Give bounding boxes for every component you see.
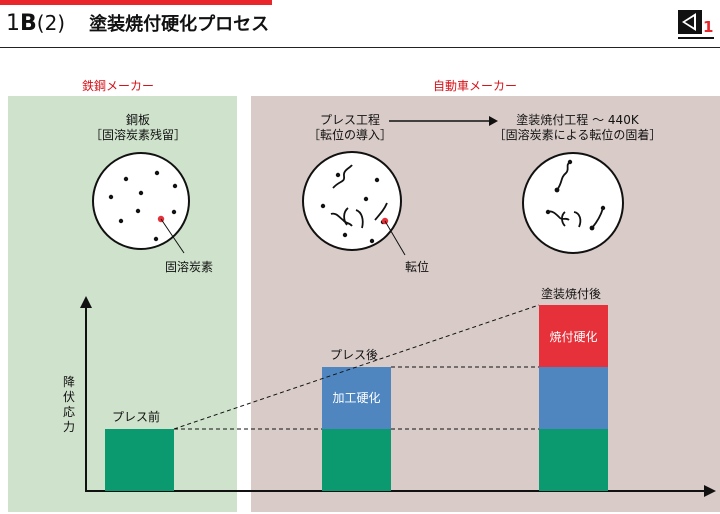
- dashed-trend-line: [173, 304, 540, 430]
- microstructure-sheet: [92, 152, 190, 254]
- stage-caption-press: プレス工程 ［転位の導入］: [285, 113, 415, 143]
- microstructure-press: [302, 151, 406, 256]
- y-axis-label-char: 力: [62, 420, 75, 434]
- bar-label-after-press: プレス後: [330, 348, 379, 362]
- bar-label-before-press: プレス前: [112, 410, 161, 424]
- bar-after-press-base: [322, 429, 391, 491]
- segment-label-work-hardening: 加工硬化: [332, 391, 381, 405]
- page-title: 1 B (2) 塗装焼付硬化プロセス: [6, 10, 269, 38]
- stage-caption-bake: 塗装焼付工程 ～ 440K ［固溶炭素による転位の固着］: [480, 113, 675, 143]
- process-arrow: [389, 116, 498, 126]
- dislocation-label: 転位: [405, 260, 430, 274]
- segment-label-bake-hardening: 焼付硬化: [549, 330, 598, 344]
- header-divider: [0, 47, 720, 48]
- y-axis-label: 降 伏 応 力: [62, 375, 76, 435]
- microstructure-bake: [522, 152, 624, 254]
- bar-label-after-bake: 塗装焼付後: [541, 287, 602, 301]
- bar-after-bake-bake-hardening: [539, 305, 608, 367]
- y-axis-label-char: 応: [62, 405, 75, 419]
- y-axis-label-char: 降: [62, 375, 75, 389]
- title-paren: (2): [36, 11, 66, 35]
- title-text: 塗装焼付硬化プロセス: [89, 14, 270, 35]
- y-axis-arrow-icon: [80, 296, 92, 308]
- stage-caption-sheet: 鋼板 ［固溶炭素残留］: [73, 113, 203, 143]
- stage-subtitle: ［転位の導入］: [307, 128, 392, 142]
- stage-title: 塗装焼付工程 ～ 440K: [516, 113, 639, 127]
- microstructure-diagrams: [92, 151, 624, 256]
- y-axis-label-char: 伏: [62, 390, 75, 404]
- stage-subtitle: ［固溶炭素による転位の固着］: [493, 128, 662, 142]
- title-letter: B: [20, 11, 37, 36]
- section-label-steel-maker: 鉄鋼メーカー: [82, 79, 155, 93]
- title-number: 1: [6, 11, 20, 36]
- company-logo-icon: 1: [676, 8, 716, 44]
- x-axis-arrow-icon: [704, 485, 716, 497]
- stage-subtitle: ［固溶炭素残留］: [89, 128, 186, 142]
- svg-text:1: 1: [703, 18, 713, 36]
- stage-title: 鋼板: [125, 113, 150, 127]
- header-accent-bar: [0, 0, 272, 5]
- section-label-auto-maker: 自動車メーカー: [433, 79, 518, 93]
- stage-title: プレス工程: [319, 113, 380, 127]
- bar-after-press-work-hardening: [322, 367, 391, 429]
- bar-before-press-base: [105, 429, 174, 491]
- bar-after-bake-work-hardening: [539, 367, 608, 429]
- bar-after-bake-base: [539, 429, 608, 491]
- solute-carbon-label: 固溶炭素: [165, 260, 214, 274]
